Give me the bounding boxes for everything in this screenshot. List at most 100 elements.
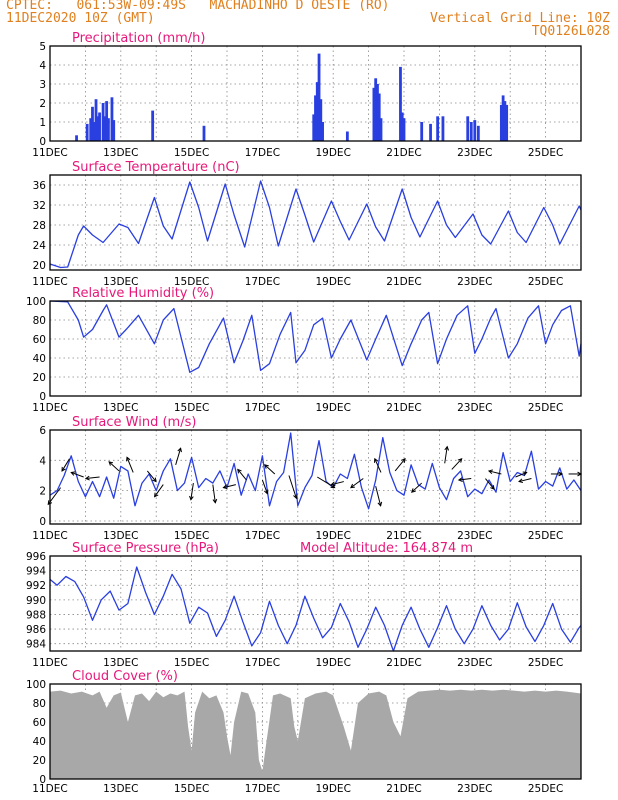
precip-bar: [314, 95, 317, 141]
precip-bar: [89, 118, 93, 141]
wind-arrow-head: [444, 445, 450, 451]
precip-xtick-label: 15DEC: [174, 147, 209, 159]
precip-ytick-label: 5: [39, 41, 46, 53]
wind-arrow-shaft: [175, 448, 182, 466]
cloud-ytick-label: 100: [26, 679, 46, 691]
wind-arrow-shaft: [411, 482, 423, 493]
temp-xtick-label: 23DEC: [457, 276, 492, 288]
wind-arrow-head: [293, 494, 298, 500]
wind-arrow-shaft: [154, 484, 164, 498]
temp-ytick-label: 28: [33, 220, 46, 232]
cloud-frame: [49, 683, 582, 780]
rh-frame: [49, 300, 582, 397]
precip-bar: [103, 116, 107, 141]
wind-arrow-head: [350, 483, 355, 489]
wind-arrow-head: [108, 461, 114, 466]
wind-arrow-head: [222, 484, 228, 490]
precip-title: Precipitation (mm/h): [72, 31, 205, 46]
wind-arrow-shaft: [212, 484, 216, 503]
precip-bar: [376, 84, 379, 141]
precip-bar: [429, 123, 432, 141]
precip-bar: [501, 95, 505, 141]
precip-bar: [469, 122, 473, 141]
precip-bar: [420, 122, 424, 141]
precip-bar: [85, 123, 89, 141]
wind-arrow-head: [377, 501, 383, 507]
wind-arrow-shaft: [85, 476, 100, 480]
precip-bar: [400, 112, 404, 141]
precip-bar: [399, 66, 402, 141]
model-code: TQ0126L028: [531, 24, 610, 39]
cloud-xtick-label: 19DEC: [315, 783, 350, 795]
temp-ytick-label: 36: [33, 180, 47, 192]
rh-xtick-label: 21DEC: [386, 402, 421, 414]
rh-xtick-label: 23DEC: [457, 402, 492, 414]
pressure-ytick-label: 990: [26, 595, 46, 607]
wind-ytick-label: 2: [39, 486, 46, 498]
precip-bar: [499, 104, 503, 141]
pressure-ytick-label: 988: [26, 609, 46, 621]
temp-xtick-label: 21DEC: [386, 276, 421, 288]
wind-arrow-shaft: [223, 484, 236, 489]
rh-ytick-label: 100: [26, 296, 46, 308]
wind-arrow-head: [70, 471, 76, 476]
precip-bar: [312, 114, 316, 141]
cloud-xtick-label: 25DEC: [528, 783, 563, 795]
precip-bar: [436, 116, 440, 141]
precip-bar: [112, 120, 116, 141]
wind-xtick-label: 15DEC: [174, 530, 209, 542]
pressure-xtick-label: 25DEC: [528, 657, 563, 669]
rh-xtick-label: 13DEC: [103, 402, 138, 414]
pressure-xtick-label: 17DEC: [245, 657, 280, 669]
wind-arrow-head: [558, 471, 564, 477]
rh-line: [49, 300, 582, 373]
cloud-xtick-label: 21DEC: [386, 783, 421, 795]
precip-bar: [377, 93, 381, 141]
precip-frame: [49, 45, 582, 142]
wind-xtick-label: 21DEC: [386, 530, 421, 542]
datetime-header: 11DEC2020 10Z (GMT): [6, 11, 155, 26]
wind-arrow-shaft: [331, 481, 344, 486]
cloud-ytick-label: 80: [33, 698, 46, 710]
wind-ytick-label: 0: [39, 516, 46, 528]
cloud-title: Cloud Cover (%): [72, 669, 178, 684]
wind-ytick-label: 6: [39, 425, 46, 437]
wind-xtick-label: 17DEC: [245, 530, 280, 542]
temp-frame: [49, 174, 582, 271]
cloud-area: [50, 689, 581, 779]
rh-xtick-label: 17DEC: [245, 402, 280, 414]
wind-arrow-shaft: [458, 478, 472, 481]
wind-arrow-head: [490, 485, 495, 490]
wind-arrow-shaft: [190, 482, 194, 500]
precip-bar: [319, 99, 323, 141]
wind-arrow-shaft: [288, 475, 297, 499]
wind-arrow-shaft: [518, 478, 532, 483]
precip-bar: [92, 122, 96, 141]
wind-arrow-head: [374, 457, 379, 463]
precip-bar: [476, 125, 480, 141]
wind-arrow-head: [61, 466, 66, 472]
pressure-xtick-label: 11DEC: [32, 657, 67, 669]
wind-arrow-shaft: [394, 458, 406, 472]
cloud-ytick-label: 0: [39, 774, 46, 786]
rh-xtick-label: 15DEC: [174, 402, 209, 414]
wind-arrow-shaft: [61, 458, 70, 472]
temp-xtick-label: 15DEC: [174, 276, 209, 288]
wind-arrow-head: [237, 468, 242, 474]
wind-xtick-label: 23DEC: [457, 530, 492, 542]
wind-arrow-head: [457, 458, 463, 463]
pressure-ytick-label: 984: [26, 639, 46, 651]
wind-arrow-shaft: [444, 446, 448, 464]
wind-line: [49, 432, 582, 510]
wind-arrow-head: [126, 456, 131, 462]
wind-arrow-shaft: [375, 485, 382, 506]
temp-ytick-label: 24: [33, 240, 47, 252]
precip-bar: [466, 116, 470, 141]
cloud-xtick-label: 23DEC: [457, 783, 492, 795]
wind-xtick-label: 13DEC: [103, 530, 138, 542]
wind-arrow-shaft: [237, 469, 247, 481]
precip-bar: [374, 78, 378, 141]
wind-arrow-head: [189, 495, 194, 501]
pressure-xtick-label: 13DEC: [103, 657, 138, 669]
